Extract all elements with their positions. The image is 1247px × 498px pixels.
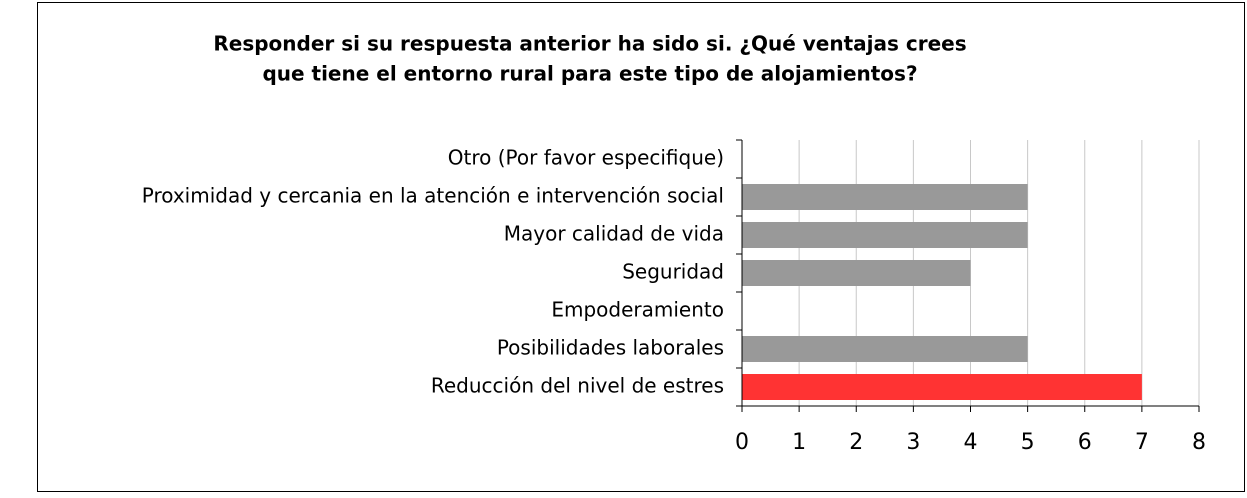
- bar: [742, 222, 1028, 248]
- y-tick-label: Mayor calidad de vida: [504, 222, 724, 246]
- x-tick-label: 1: [792, 430, 806, 455]
- y-tick-label: Posibilidades laborales: [497, 336, 724, 360]
- x-tick-label: 7: [1135, 430, 1149, 455]
- bar: [742, 374, 1142, 400]
- chart-title: que tiene el entorno rural para este tip…: [262, 62, 917, 86]
- chart-frame: [37, 2, 1245, 492]
- x-tick-label: 8: [1192, 430, 1206, 455]
- chart-title: Responder si su respuesta anterior ha si…: [213, 32, 966, 56]
- y-tick-label: Proximidad y cercania en la atención e i…: [142, 184, 724, 208]
- x-tick-label: 6: [1078, 430, 1092, 455]
- x-tick-label: 2: [849, 430, 863, 455]
- y-tick-label: Reducción del nivel de estres: [431, 374, 724, 398]
- bar: [742, 336, 1028, 362]
- y-tick-label: Empoderamiento: [551, 298, 724, 322]
- x-tick-label: 3: [906, 430, 920, 455]
- x-tick-label: 0: [735, 430, 749, 455]
- y-tick-label: Otro (Por favor especifique): [448, 146, 724, 170]
- y-tick-label: Seguridad: [622, 260, 724, 284]
- bar: [742, 184, 1028, 210]
- bar: [742, 260, 971, 286]
- x-tick-label: 4: [964, 430, 978, 455]
- x-tick-label: 5: [1021, 430, 1035, 455]
